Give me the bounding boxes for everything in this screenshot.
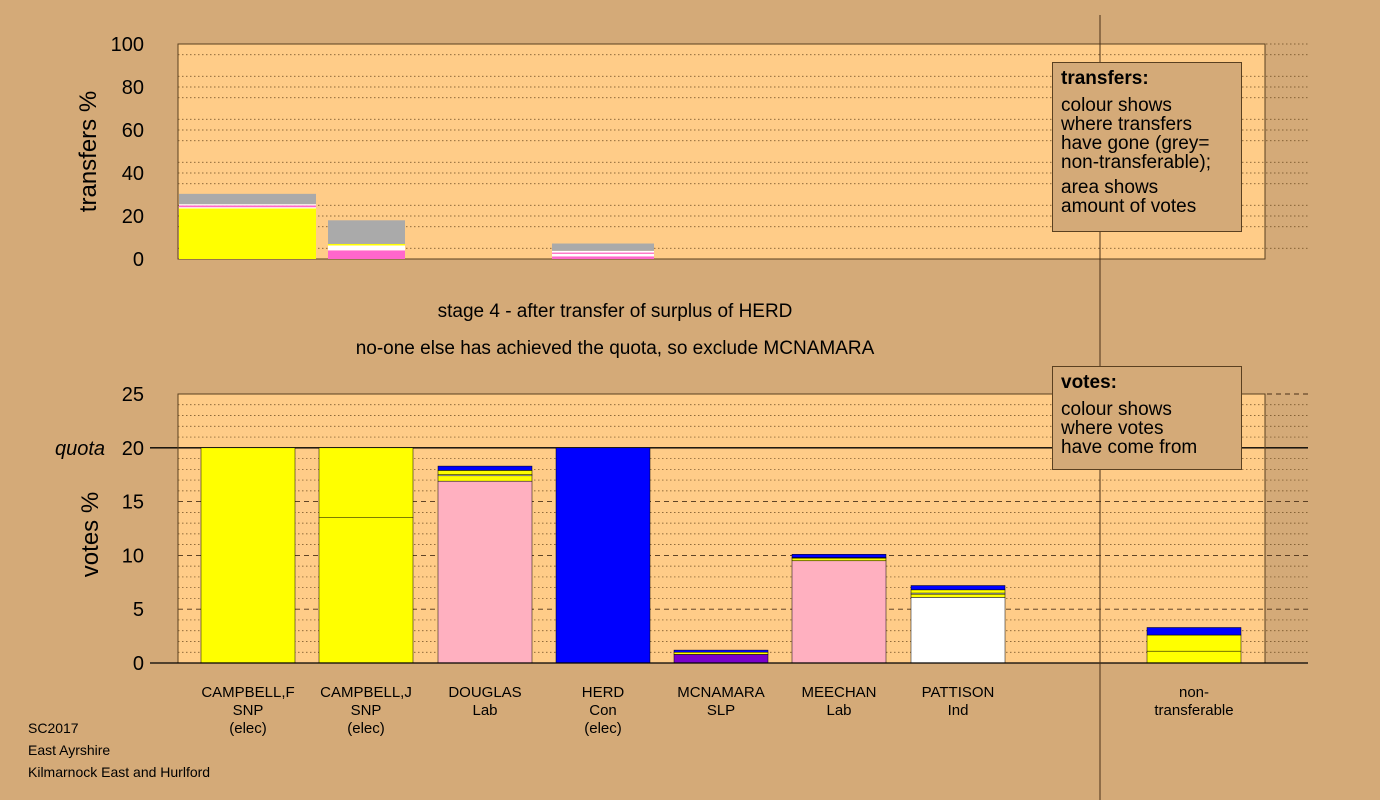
- quota-label: quota: [55, 438, 105, 460]
- votes-tick-label: 5: [133, 599, 144, 621]
- transfers-legend-line: have gone (grey=: [1061, 133, 1210, 154]
- transfer-bar-segment: [179, 205, 316, 208]
- candidate-name: MCNAMARA: [677, 684, 765, 701]
- candidate-status: (elec): [584, 720, 622, 737]
- transfers-tick-label: 40: [122, 163, 144, 185]
- votes-legend-title: votes:: [1061, 372, 1117, 393]
- transfer-bar-segment: [552, 243, 654, 251]
- vote-bar-segment: [791, 554, 887, 558]
- candidate-party: SLP: [707, 702, 735, 719]
- votes-legend: votes: colour shows where votes have com…: [1052, 366, 1242, 470]
- transfer-bar-segment: [552, 253, 654, 257]
- vote-bar-segment: [791, 557, 887, 562]
- transfer-bar-segment: [328, 245, 405, 251]
- vote-bar-segment: [1146, 650, 1242, 664]
- transfer-bar-segment: [179, 193, 316, 205]
- candidate-party: Con: [589, 702, 617, 719]
- votes-legend-line: colour shows: [1061, 399, 1172, 420]
- candidate-party: Lab: [472, 702, 497, 719]
- candidate-name: CAMPBELL,F: [201, 684, 294, 701]
- vote-bar-segment: [1146, 634, 1242, 652]
- candidate-name: DOUGLAS: [448, 684, 521, 701]
- transfer-bar-segment: [328, 243, 405, 246]
- vote-bar-segment: [555, 447, 651, 664]
- transfer-bar-segment: [328, 220, 405, 244]
- candidate-name: MEECHAN: [801, 684, 876, 701]
- votes-tick-label: 0: [133, 653, 144, 675]
- transfers-y-axis-label: transfers %: [75, 91, 102, 212]
- transfers-legend: transfers: colour shows where transfers …: [1052, 62, 1242, 232]
- transfers-legend-line: area shows: [1061, 177, 1159, 198]
- transfer-bar-segment: [552, 252, 654, 254]
- vote-bar-segment: [437, 470, 533, 475]
- vote-bar-segment: [437, 465, 533, 471]
- vote-bar-segment: [318, 517, 414, 664]
- transfer-bar-segment: [328, 250, 405, 259]
- stage-title: stage 4 - after transfer of surplus of H…: [437, 301, 793, 322]
- candidate-name: CAMPBELL,J: [320, 684, 412, 701]
- vote-bar-segment: [673, 654, 769, 664]
- transfers-legend-line: non-transferable);: [1061, 152, 1211, 173]
- transfers-tick-label: 20: [122, 206, 144, 228]
- footer-council: East Ayrshire: [28, 742, 111, 758]
- vote-bar-segment: [1146, 627, 1242, 636]
- candidate-party: Lab: [826, 702, 851, 719]
- transfers-plot-frame: [177, 43, 1266, 260]
- votes-tick-label: 20: [122, 438, 144, 460]
- votes-legend-line: where votes: [1061, 418, 1164, 439]
- candidate-name: HERD: [582, 684, 625, 701]
- stage-description: no-one else has achieved the quota, so e…: [355, 338, 875, 359]
- candidate-party: SNP: [351, 702, 382, 719]
- candidate-status: (elec): [347, 720, 385, 737]
- transfer-bar-segment: [552, 256, 654, 259]
- transfer-bar-segment: [179, 204, 316, 206]
- transfers-legend-line: where transfers: [1061, 114, 1192, 135]
- candidate-party: SNP: [233, 702, 264, 719]
- transfers-legend-line: colour shows: [1061, 95, 1172, 116]
- transfers-tick-label: 100: [111, 34, 144, 56]
- vote-bar-segment: [673, 649, 769, 653]
- vote-bar-segment: [318, 447, 414, 518]
- vote-bar-segment: [910, 597, 1006, 664]
- transfers-tick-label: 60: [122, 120, 144, 142]
- candidate-name: non-: [1179, 684, 1209, 701]
- candidate-party: transferable: [1154, 702, 1233, 719]
- votes-tick-label: 15: [122, 492, 144, 514]
- vote-bar-segment: [200, 447, 296, 664]
- vote-bar-segment: [910, 585, 1006, 591]
- vote-bar-segment: [910, 593, 1006, 598]
- candidate-party: Ind: [948, 702, 969, 719]
- footer-election: SC2017: [28, 720, 79, 736]
- vote-bar-segment: [791, 560, 887, 664]
- vote-bar-segment: [437, 475, 533, 482]
- vote-bar-segment: [910, 589, 1006, 594]
- transfer-bar-segment: [179, 207, 316, 209]
- transfers-tick-label: 80: [122, 77, 144, 99]
- vote-bar-segment: [673, 651, 769, 655]
- votes-tick-label: 10: [122, 545, 144, 567]
- vote-bar-segment: [437, 480, 533, 664]
- transfer-bar-segment: [552, 250, 654, 253]
- transfer-bar-segment: [179, 208, 316, 259]
- transfers-tick-label: 0: [133, 249, 144, 271]
- candidate-name: PATTISON: [922, 684, 995, 701]
- footer-ward: Kilmarnock East and Hurlford: [28, 764, 211, 780]
- transfers-legend-title: transfers:: [1061, 68, 1149, 89]
- candidate-status: (elec): [229, 720, 267, 737]
- votes-tick-label: 25: [122, 384, 144, 406]
- transfers-legend-line: amount of votes: [1061, 196, 1197, 217]
- votes-y-axis-label: votes %: [77, 492, 104, 577]
- votes-legend-line: have come from: [1061, 437, 1198, 458]
